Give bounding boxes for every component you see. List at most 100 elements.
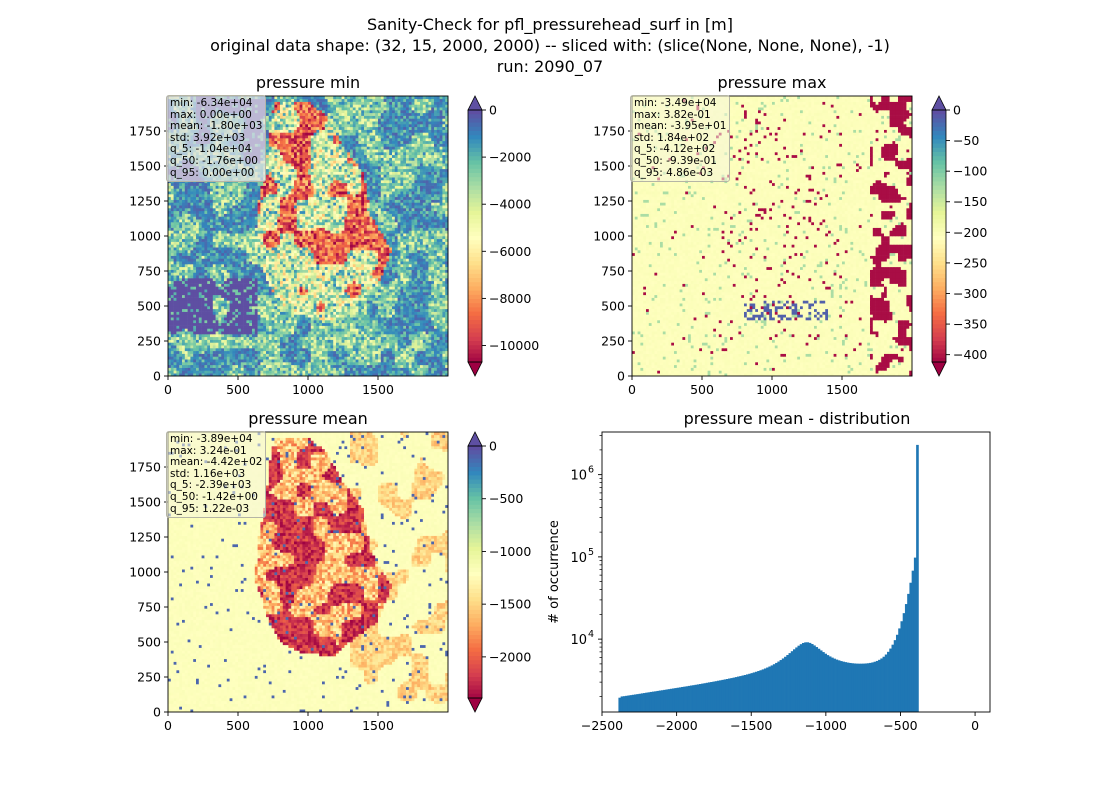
heatmap-cell <box>182 258 186 262</box>
heatmap-cell <box>204 255 208 259</box>
heatmap-cell <box>224 297 228 301</box>
heatmap-cell <box>212 348 216 352</box>
heatmap-cell <box>347 342 351 346</box>
heatmap-cell <box>414 353 418 357</box>
heatmap-cell <box>434 314 438 318</box>
heatmap-cell <box>336 280 340 284</box>
heatmap-cell <box>392 272 396 276</box>
heatmap-cell <box>394 336 398 340</box>
heatmap-cell <box>380 370 384 374</box>
heatmap-cell <box>193 300 197 304</box>
heatmap-cell <box>204 336 208 340</box>
heatmap-cell <box>190 300 194 304</box>
heatmap-cell <box>260 362 264 366</box>
heatmap-cell <box>274 328 278 332</box>
heatmap-cell <box>352 314 356 318</box>
heatmap-cell <box>394 266 398 270</box>
heatmap-cell <box>383 255 387 259</box>
heatmap-cell <box>235 317 239 321</box>
heatmap-cell <box>350 325 354 329</box>
heatmap-cell <box>375 297 379 301</box>
heatmap-cell <box>445 286 449 290</box>
heatmap-cell <box>386 303 390 307</box>
heatmap-cell <box>420 264 424 268</box>
heatmap-cell <box>411 292 415 296</box>
heatmap-cell <box>260 275 264 279</box>
heatmap-cell <box>263 325 267 329</box>
heatmap-cell <box>358 261 362 265</box>
heatmap-cell <box>207 244 211 248</box>
heatmap-cell <box>394 261 398 265</box>
heatmap-cell <box>422 370 426 374</box>
heatmap-cell <box>246 308 250 312</box>
heatmap-cell <box>361 328 365 332</box>
heatmap-cell <box>336 328 340 332</box>
heatmap-cell <box>277 286 281 290</box>
heatmap-cell <box>196 258 200 262</box>
heatmap-cell <box>319 244 323 248</box>
heatmap-cell <box>414 238 418 242</box>
heatmap-cell <box>319 247 323 251</box>
heatmap-cell <box>364 294 368 298</box>
heatmap-cell <box>364 289 368 293</box>
heatmap-cell <box>322 364 326 368</box>
heatmap-cell <box>212 278 216 282</box>
heatmap-cell <box>327 356 331 360</box>
heatmap-cell <box>193 280 197 284</box>
heatmap-cell <box>336 266 340 270</box>
heatmap-cell <box>212 325 216 329</box>
heatmap-cell <box>352 336 356 340</box>
heatmap-cell <box>240 345 244 349</box>
heatmap-cell <box>229 238 233 242</box>
heatmap-cell <box>333 370 337 374</box>
heatmap-cell <box>324 297 328 301</box>
heatmap-cell <box>196 306 200 310</box>
heatmap-cell <box>285 348 289 352</box>
heatmap-cell <box>400 294 404 298</box>
heatmap-cell <box>313 236 317 240</box>
heatmap-cell <box>285 244 289 248</box>
heatmap-cell <box>338 308 342 312</box>
heatmap-cell <box>170 325 174 329</box>
heatmap-cell <box>445 325 449 329</box>
heatmap-cell <box>254 247 258 251</box>
heatmap-cell <box>327 322 331 326</box>
heatmap-cell <box>266 373 270 377</box>
heatmap-cell <box>442 266 446 270</box>
heatmap-cell <box>344 261 348 265</box>
heatmap-cell <box>212 308 216 312</box>
heatmap-cell <box>268 308 272 312</box>
heatmap-cell <box>198 266 202 270</box>
heatmap-cell <box>375 353 379 357</box>
heatmap-cell <box>176 297 180 301</box>
heatmap-cell <box>403 241 407 245</box>
heatmap-cell <box>316 325 320 329</box>
heatmap-cell <box>235 348 239 352</box>
heatmap-cell <box>338 247 342 251</box>
heatmap-cell <box>204 364 208 368</box>
heatmap-cell <box>268 342 272 346</box>
heatmap-cell <box>277 350 281 354</box>
heatmap-cell <box>408 294 412 298</box>
heatmap-cell <box>341 255 345 259</box>
heatmap-cell <box>190 272 194 276</box>
heatmap-cell <box>324 252 328 256</box>
heatmap-cell <box>210 289 214 293</box>
heatmap-cell <box>296 339 300 343</box>
heatmap-cell <box>400 342 404 346</box>
heatmap-cell <box>308 345 312 349</box>
heatmap-cell <box>336 339 340 343</box>
heatmap-cell <box>324 362 328 366</box>
heatmap-cell <box>210 362 214 366</box>
heatmap-cell <box>215 362 219 366</box>
heatmap-cell <box>235 331 239 335</box>
heatmap-cell <box>305 308 309 312</box>
heatmap-cell <box>333 272 337 276</box>
heatmap-cell <box>229 311 233 315</box>
heatmap-cell <box>280 325 284 329</box>
heatmap-cell <box>338 241 342 245</box>
heatmap-cell <box>246 317 250 321</box>
heatmap-cell <box>372 280 376 284</box>
heatmap-cell <box>336 275 340 279</box>
heatmap-cell <box>294 342 298 346</box>
